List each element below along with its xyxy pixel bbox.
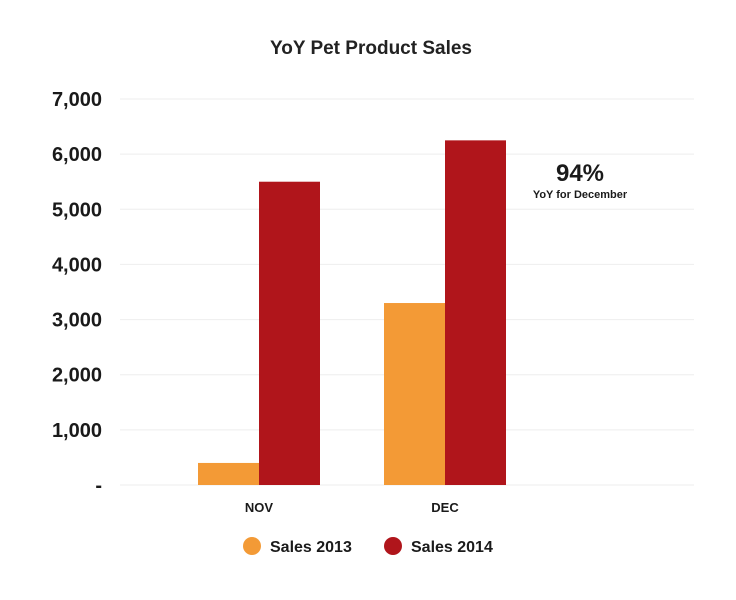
annotation-text: YoY for December (533, 189, 628, 201)
y-tick-label: - (95, 475, 102, 497)
y-tick-label: 6,000 (52, 144, 102, 166)
annotation-value: 94% (556, 160, 604, 187)
x-tick-label: DEC (431, 500, 459, 515)
legend-marker (243, 537, 261, 555)
annotation: 94% YoY for December (533, 160, 628, 201)
legend-label: Sales 2014 (411, 539, 493, 556)
bar-nov-sales-2014 (259, 181, 320, 485)
y-tick-label: 4,000 (52, 254, 102, 276)
legend: Sales 2013 Sales 2014 (243, 537, 493, 556)
chart-title: YoY Pet Product Sales (270, 38, 472, 59)
y-tick-label: 5,000 (52, 199, 102, 221)
bar-nov-sales-2013 (198, 462, 259, 485)
y-axis-ticks: - 1,000 2,000 3,000 4,000 5,000 6,000 7,000 (52, 89, 102, 497)
y-tick-label: 7,000 (52, 89, 102, 111)
bar-dec-sales-2013 (384, 303, 445, 485)
y-tick-label: 2,000 (52, 365, 102, 387)
y-tick-label: 1,000 (52, 420, 102, 442)
bar-dec-sales-2014 (445, 140, 506, 485)
bars (198, 140, 506, 485)
x-tick-label: NOV (245, 500, 274, 515)
legend-marker (384, 537, 402, 555)
legend-label: Sales 2013 (270, 539, 352, 556)
x-axis-ticks: NOV DEC (245, 500, 459, 515)
y-tick-label: 3,000 (52, 310, 102, 332)
